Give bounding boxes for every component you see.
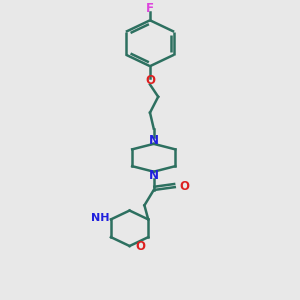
- Text: N: N: [149, 169, 159, 182]
- Text: O: O: [179, 181, 189, 194]
- Text: NH: NH: [91, 213, 110, 223]
- Text: F: F: [146, 2, 154, 15]
- Text: O: O: [135, 240, 145, 254]
- Text: O: O: [145, 74, 155, 87]
- Text: N: N: [149, 134, 159, 147]
